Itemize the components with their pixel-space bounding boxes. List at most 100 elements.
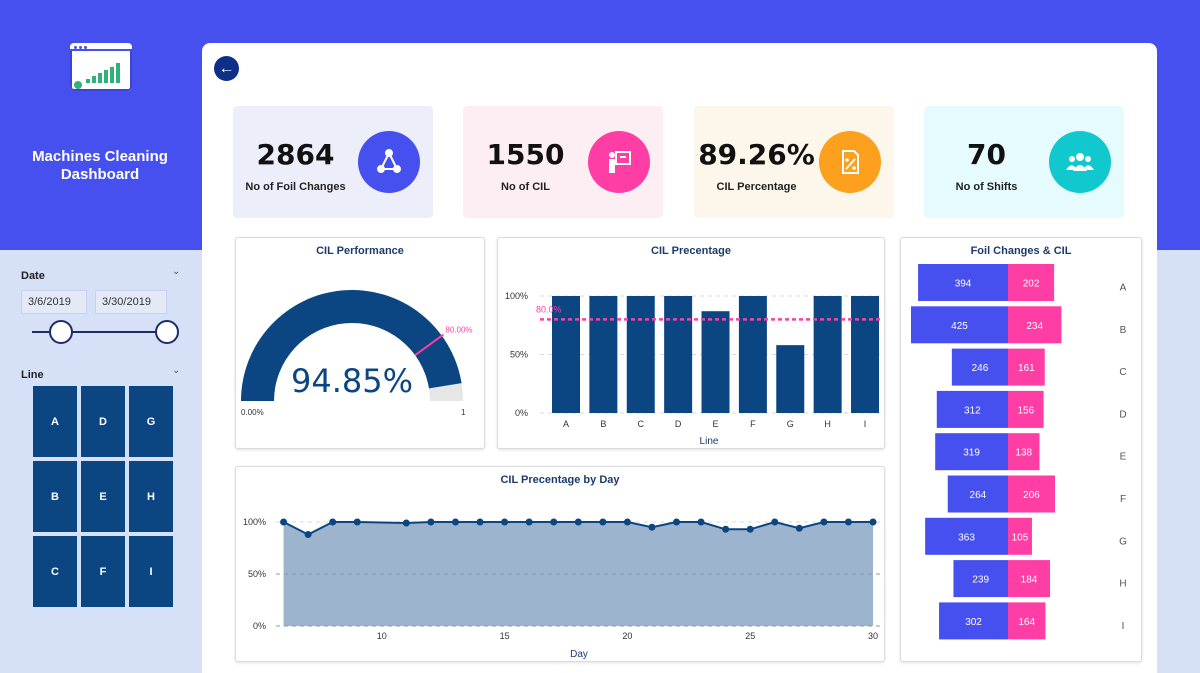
tornado-category-label: A — [1120, 283, 1127, 294]
cil-value-label: 164 — [1018, 617, 1035, 628]
bar-x-tick-label: C — [638, 419, 645, 429]
cil-bar-g — [1008, 517, 1032, 555]
line-button-e[interactable]: E — [81, 461, 125, 532]
cil-value-label: 156 — [1017, 405, 1034, 416]
bar-chart-title: CIL Precentage — [651, 245, 731, 257]
date-chevron-icon[interactable]: ⌄ — [172, 266, 181, 277]
line-button-a[interactable]: A — [33, 386, 77, 457]
foil-bar-c — [951, 348, 1008, 386]
tornado-chart: 394 202 A 425 234 B 246 161 C 312 156 D 319 138 E 264 20… — [911, 264, 1127, 640]
bar-y-tick-label: 0% — [515, 408, 528, 418]
foil-value-label: 246 — [972, 363, 989, 374]
line-button-f[interactable]: F — [81, 536, 125, 607]
cil-value-label: 202 — [1023, 279, 1040, 290]
dashboard-logo-icon — [70, 43, 132, 91]
network-icon — [358, 131, 420, 193]
gauge-value-arc — [241, 290, 462, 401]
gauge-target-marker — [414, 333, 445, 356]
bar-chart: Line 0% 50% 100% A B C D E F G H I 80.0% — [505, 291, 880, 447]
line-button-b[interactable]: B — [33, 461, 77, 532]
area-point-day-25 — [746, 525, 754, 533]
area-point-day-28 — [820, 518, 828, 526]
area-x-tick-label: 25 — [745, 631, 755, 641]
area-point-day-29 — [844, 518, 852, 526]
area-point-day-16 — [525, 518, 533, 526]
area-point-day-7 — [304, 530, 312, 538]
kpi-card-foil-changes: 2864 No of Foil Changes — [233, 106, 433, 218]
cil-percentage-by-day-panel: CIL Precentage by Day Day 0% 50% 100% 10 15 2… — [235, 466, 885, 662]
cil-performance-panel: CIL Performance 80.00% 94.85% 0.00% 1 — [235, 237, 485, 449]
bar-f — [738, 296, 767, 413]
group-icon — [1049, 131, 1111, 193]
kpi-label: No of Foil Changes — [245, 181, 346, 193]
date-slider-track[interactable] — [32, 331, 172, 333]
area-fill — [283, 522, 873, 626]
cil-bar-i — [1008, 602, 1046, 640]
gauge-value-text: 94.85% — [291, 362, 413, 400]
area-point-day-24 — [722, 525, 730, 533]
line-button-c[interactable]: C — [33, 536, 77, 607]
bar-y-tick-label: 50% — [510, 350, 528, 360]
area-x-tick-label: 15 — [500, 631, 510, 641]
bar-i — [851, 296, 880, 413]
area-point-day-14 — [476, 518, 484, 526]
date-slider-end-handle[interactable] — [155, 320, 179, 344]
foil-bar-b — [911, 306, 1008, 344]
gauge-chart: 80.00% 94.85% 0.00% 1 — [241, 290, 473, 417]
tornado-category-label: F — [1120, 494, 1126, 505]
bar-c — [626, 296, 655, 413]
bar-x-tick-label: H — [824, 419, 831, 429]
bar-g — [776, 345, 805, 413]
cil-bar-d — [1008, 390, 1044, 428]
bar-y-tick-label: 100% — [505, 291, 528, 301]
line-slicer-label: Line — [21, 369, 44, 381]
date-slider-start-handle[interactable] — [49, 320, 73, 344]
foil-value-label: 312 — [964, 405, 981, 416]
foil-bar-i — [939, 602, 1008, 640]
foil-value-label: 239 — [972, 575, 989, 586]
kpi-label: No of CIL — [501, 181, 550, 193]
area-x-tick-label: 20 — [622, 631, 632, 641]
cil-value-label: 161 — [1018, 363, 1035, 374]
line-button-h[interactable]: H — [129, 461, 173, 532]
cil-value-label: 234 — [1026, 321, 1043, 332]
area-point-day-30 — [869, 518, 877, 526]
bar-x-tick-label: A — [563, 419, 569, 429]
area-x-tick-label: 30 — [868, 631, 878, 641]
foil-bar-a — [918, 264, 1008, 301]
foil-value-label: 264 — [970, 490, 987, 501]
area-y-tick-label: 100% — [243, 517, 266, 527]
cil-percentage-panel: CIL Precentage Line 0% 50% 100% A B C D E F G H I 80… — [497, 237, 885, 449]
tornado-category-label: H — [1119, 579, 1126, 590]
date-end-input[interactable]: 3/30/2019 — [95, 290, 167, 314]
cil-bar-e — [1008, 433, 1040, 471]
kpi-value: 89.26% — [698, 138, 815, 171]
gauge-max-label: 1 — [461, 408, 466, 417]
kpi-value: 70 — [967, 138, 1006, 171]
cil-bar-b — [1008, 306, 1062, 344]
cil-bar-f — [1008, 475, 1056, 513]
line-chevron-icon[interactable]: ⌄ — [172, 365, 181, 376]
bar-a — [552, 296, 580, 413]
cil-value-label: 105 — [1012, 532, 1029, 543]
line-button-i[interactable]: I — [129, 536, 173, 607]
area-chart-title: CIL Precentage by Day — [500, 474, 620, 486]
foil-bar-e — [935, 433, 1008, 471]
bar-x-tick-label: E — [713, 419, 719, 429]
kpi-value: 2864 — [256, 138, 335, 171]
area-point-day-26 — [771, 518, 779, 526]
app-title: Machines Cleaning Dashboard — [32, 148, 168, 183]
line-button-d[interactable]: D — [81, 386, 125, 457]
bar-x-tick-label: G — [787, 419, 794, 429]
area-point-day-6 — [280, 518, 288, 526]
back-arrow-icon[interactable]: ← — [214, 56, 239, 81]
area-y-tick-label: 50% — [248, 569, 266, 579]
tornado-category-label: G — [1119, 536, 1127, 547]
line-slicer-grid: A D G B E H C F I — [33, 386, 173, 607]
line-button-g[interactable]: G — [129, 386, 173, 457]
presenter-icon — [588, 131, 650, 193]
cil-value-label: 184 — [1021, 575, 1038, 586]
area-x-axis-label: Day — [570, 649, 588, 660]
kpi-card-cil-percentage: 89.26% CIL Percentage — [694, 106, 894, 218]
date-start-input[interactable]: 3/6/2019 — [21, 290, 87, 314]
